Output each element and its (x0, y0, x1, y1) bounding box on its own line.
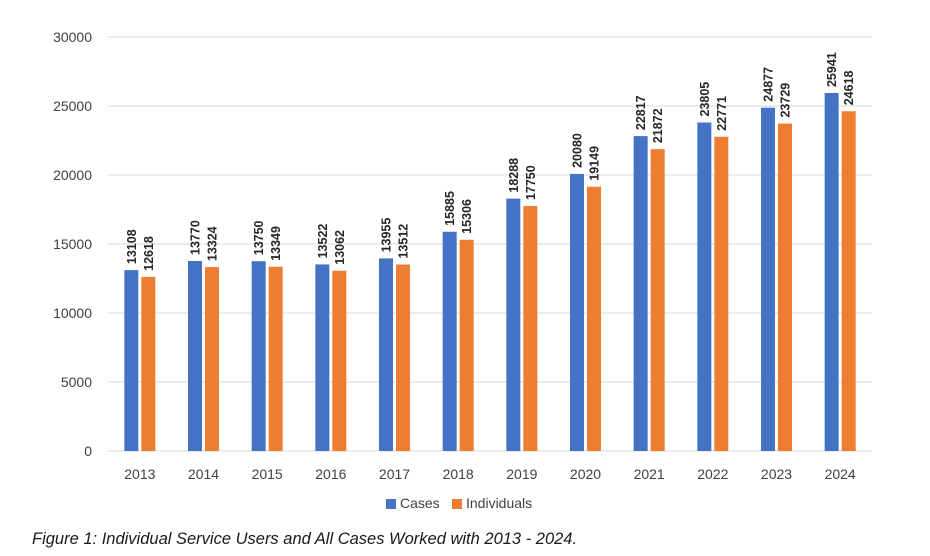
y-axis-ticks: 0 5000 10000 15000 20000 25000 30000 (53, 29, 92, 459)
cases-bar-2015 (251, 261, 266, 451)
individuals-label-2022: 22771 (715, 96, 729, 131)
cases-label-2017: 13955 (380, 218, 394, 253)
y-tick-label: 5000 (61, 374, 92, 390)
individuals-label-2014: 13324 (206, 226, 220, 261)
cases-bar-2019 (506, 198, 521, 451)
cases-bar-2023 (761, 107, 775, 452)
individuals-label-2023: 23729 (779, 83, 793, 118)
individuals-label-2020: 19149 (588, 146, 602, 181)
x-tick-label: 2015 (252, 466, 283, 482)
x-axis-ticks: 2013 2014 2015 2016 2017 2018 2019 2020 2021 2022… (124, 466, 856, 482)
cases-bar-2014 (188, 260, 202, 451)
cases-label-2024: 25941 (825, 52, 839, 87)
x-tick-label: 2016 (315, 466, 346, 482)
individuals-bar-2014 (205, 267, 219, 451)
cases-label-2018: 15885 (443, 191, 457, 226)
x-tick-label: 2014 (188, 466, 219, 482)
x-tick-label: 2018 (443, 466, 474, 482)
individuals-bar-2024 (841, 111, 856, 451)
x-tick-label: 2023 (761, 466, 792, 482)
cases-label-2019: 18288 (507, 158, 521, 193)
individuals-label-2016: 13062 (333, 230, 347, 265)
cases-label-2013: 13108 (125, 229, 139, 264)
individuals-label-2017: 13512 (397, 224, 411, 259)
x-tick-label: 2013 (124, 466, 155, 482)
cases-label-2021: 22817 (634, 95, 648, 130)
y-tick-label: 0 (84, 443, 92, 459)
legend-swatch-1 (452, 499, 462, 509)
cases-bar-2013 (124, 270, 139, 451)
bars (124, 93, 856, 452)
individuals-bar-2015 (268, 266, 283, 451)
cases-label-2020: 20080 (571, 133, 585, 168)
individuals-label-2019: 17750 (524, 165, 538, 200)
y-tick-label: 25000 (53, 98, 92, 114)
cases-bar-2021 (633, 136, 648, 451)
y-tick-label: 10000 (53, 305, 92, 321)
data-labels: 13108 12618 13770 13324 13750 13349 13522 13062… (125, 52, 856, 271)
cases-label-2022: 23805 (698, 82, 712, 117)
gridlines (108, 36, 872, 452)
individuals-bar-2013 (141, 276, 156, 451)
individuals-bar-2019 (523, 206, 538, 451)
cases-bar-2022 (697, 122, 712, 451)
individuals-label-2018: 15306 (460, 199, 474, 234)
cases-label-2023: 24877 (762, 67, 776, 102)
legend-label-1: Individuals (466, 495, 532, 511)
x-tick-label: 2024 (825, 466, 856, 482)
individuals-bar-2023 (778, 123, 792, 452)
x-tick-label: 2017 (379, 466, 410, 482)
individuals-bar-2016 (332, 270, 347, 451)
individuals-bar-2020 (587, 186, 601, 451)
y-tick-label: 30000 (53, 29, 92, 45)
individuals-label-2013: 12618 (142, 236, 156, 271)
cases-label-2015: 13750 (252, 220, 266, 255)
chart-area: 0 5000 10000 15000 20000 25000 30000 13108 1261… (53, 29, 872, 511)
x-tick-label: 2020 (570, 466, 601, 482)
cases-bar-2018 (442, 231, 457, 451)
individuals-bar-2021 (650, 149, 665, 452)
x-tick-label: 2019 (506, 466, 537, 482)
individuals-bar-2017 (396, 264, 410, 451)
individuals-bar-2018 (459, 239, 474, 451)
individuals-label-2015: 13349 (269, 226, 283, 261)
legend-label-0: Cases (400, 495, 440, 511)
cases-bar-2016 (315, 264, 330, 451)
cases-bar-2020 (570, 173, 584, 451)
individuals-label-2024: 24618 (842, 70, 856, 105)
cases-label-2014: 13770 (189, 220, 203, 255)
x-tick-label: 2022 (697, 466, 728, 482)
individuals-bar-2022 (714, 136, 729, 451)
cases-bar-2017 (379, 258, 393, 451)
legend: Cases Individuals (386, 495, 532, 511)
cases-label-2016: 13522 (316, 224, 330, 259)
y-tick-label: 15000 (53, 236, 92, 252)
individuals-label-2021: 21872 (651, 108, 665, 143)
cases-bar-2024 (824, 93, 839, 452)
bar-chart: 0 5000 10000 15000 20000 25000 30000 13108 1261… (53, 29, 872, 511)
x-tick-label: 2021 (634, 466, 665, 482)
legend-swatch-0 (386, 499, 396, 509)
y-tick-label: 20000 (53, 167, 92, 183)
figure-caption: Figure 1: Individual Service Users and A… (32, 530, 578, 548)
